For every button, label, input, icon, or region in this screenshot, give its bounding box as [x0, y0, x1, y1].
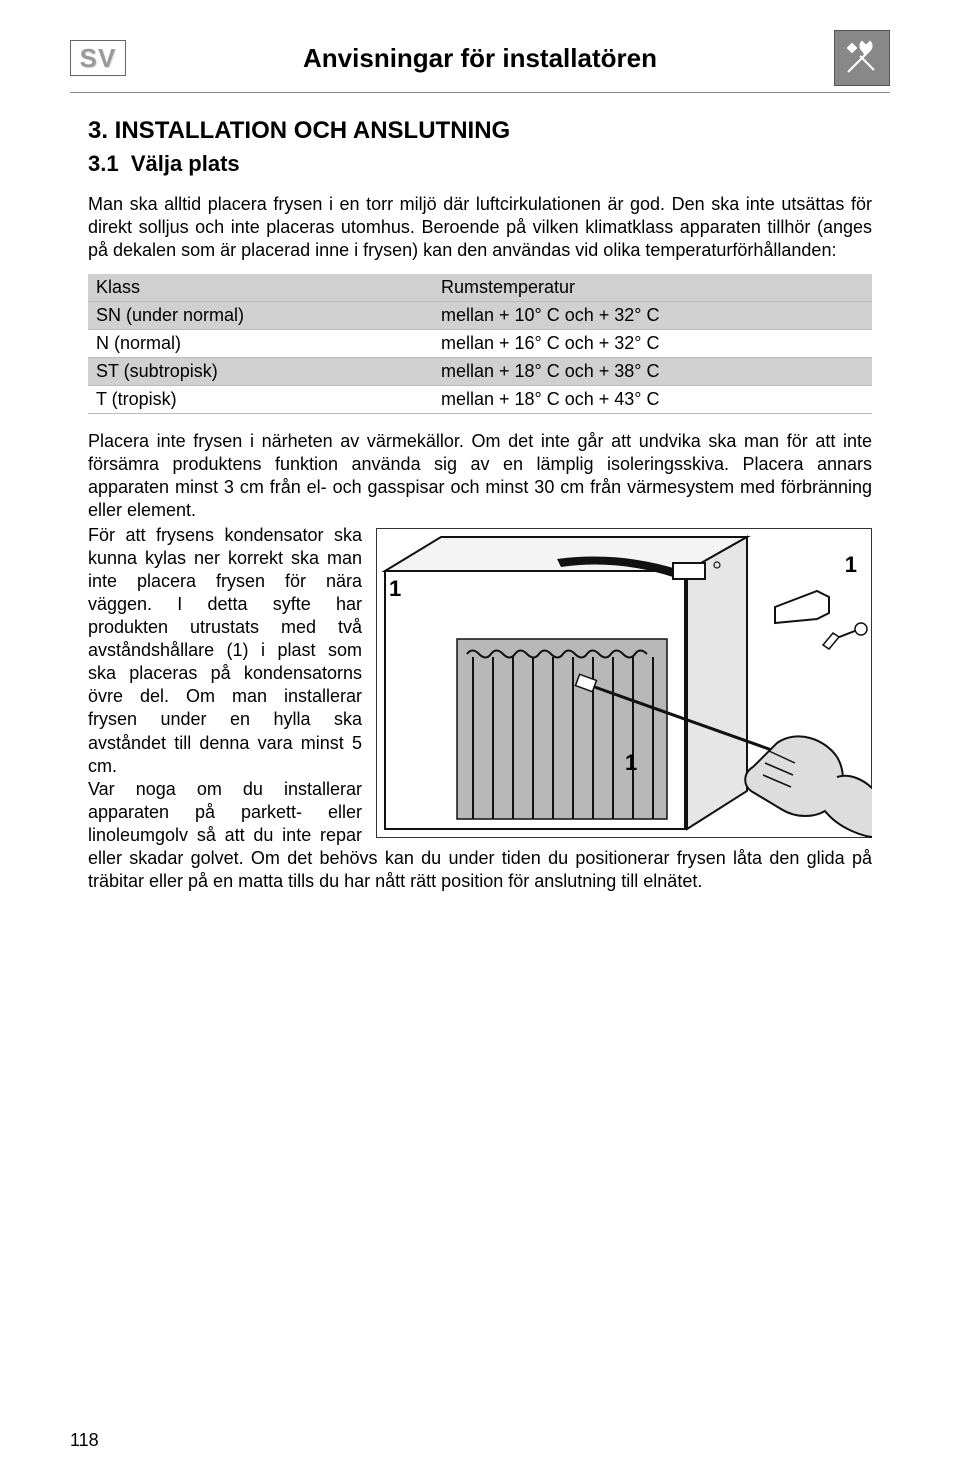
language-code: SV: [80, 43, 117, 74]
table-cell-temp: mellan + 18° C och + 38° C: [433, 358, 872, 386]
figure-label-1a: 1: [389, 575, 401, 603]
paragraph-intro: Man ska alltid placera frysen i en torr …: [88, 193, 872, 262]
figure-label-1c: 1: [625, 749, 637, 777]
table-cell-klass: T (tropisk): [88, 386, 433, 414]
table-cell-temp: Rumstemperatur: [433, 274, 872, 302]
paragraph-heat-sources: Placera inte frysen i närheten av värmek…: [88, 430, 872, 522]
table-row: SN (under normal)mellan + 10° C och + 32…: [88, 302, 872, 330]
table-cell-klass: ST (subtropisk): [88, 358, 433, 386]
content-area: 3. INSTALLATION OCH ANSLUTNING 3.1 Välja…: [70, 117, 890, 893]
wrap-section: 1 1 1 För att frysens kondensator ska ku…: [88, 524, 872, 893]
table-cell-temp: mellan + 16° C och + 32° C: [433, 330, 872, 358]
subsection-number: 3.1: [88, 151, 119, 176]
table-cell-klass: SN (under normal): [88, 302, 433, 330]
table-row: ST (subtropisk)mellan + 18° C och + 38° …: [88, 358, 872, 386]
paragraph-condenser: För att frysens kondensator ska kunna ky…: [88, 525, 362, 775]
page-header: SV Anvisningar för installatören: [70, 30, 890, 93]
climate-class-table: KlassRumstemperaturSN (under normal)mell…: [88, 274, 872, 414]
table-cell-klass: N (normal): [88, 330, 433, 358]
table-row: T (tropisk)mellan + 18° C och + 43° C: [88, 386, 872, 414]
table-row: N (normal)mellan + 16° C och + 32° C: [88, 330, 872, 358]
table-row: KlassRumstemperatur: [88, 274, 872, 302]
table-cell-klass: Klass: [88, 274, 433, 302]
page-number: 118: [70, 1430, 99, 1451]
subsection-title: Välja plats: [131, 151, 240, 176]
tools-icon: [834, 30, 890, 86]
section-heading: 3. INSTALLATION OCH ANSLUTNING: [88, 117, 872, 145]
table-cell-temp: mellan + 18° C och + 43° C: [433, 386, 872, 414]
page-title: Anvisningar för installatören: [126, 43, 834, 74]
language-badge: SV: [70, 40, 126, 76]
installation-figure: 1 1 1: [376, 528, 872, 838]
figure-label-1b: 1: [845, 551, 857, 579]
subsection-heading: 3.1 Välja plats: [88, 151, 872, 177]
table-cell-temp: mellan + 10° C och + 32° C: [433, 302, 872, 330]
